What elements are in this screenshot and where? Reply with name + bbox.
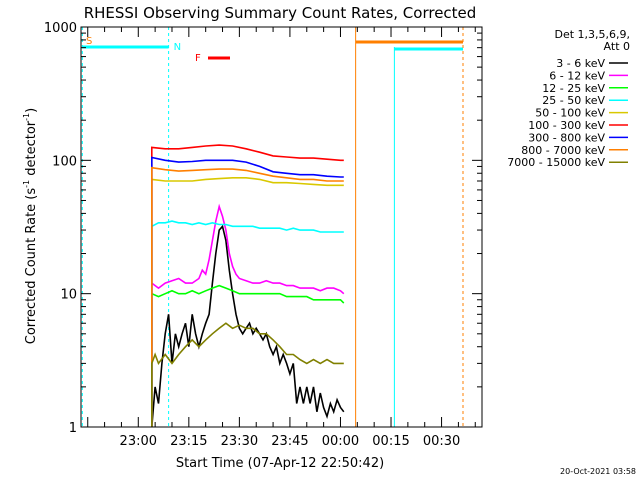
x-axis-label: Start Time (07-Apr-12 22:50:42) (176, 456, 384, 471)
y-tick-label: 10 (60, 288, 77, 303)
y-axis-label-sup1: -1 (22, 180, 31, 188)
legend-label: 800 - 7000 keV (521, 144, 605, 157)
s-marker-label: S (86, 36, 92, 47)
n-marker-label: N (174, 42, 181, 53)
x-tick-label: 00:15 (372, 434, 409, 449)
x-tick-label: 00:30 (423, 434, 460, 449)
y-tick-label: 1000 (44, 21, 77, 36)
series-line-0 (151, 224, 345, 428)
legend-label: 100 - 300 keV (528, 119, 605, 132)
series-line-3 (151, 220, 344, 427)
y-axis-label-end: ) (24, 108, 39, 113)
series-line-5 (151, 144, 344, 427)
y-tick-label: 1 (69, 421, 77, 436)
series-layer (151, 144, 345, 428)
series-line-6 (151, 156, 344, 427)
x-tick-label: 23:15 (170, 434, 207, 449)
chart-title: RHESSI Observing Summary Count Rates, Co… (84, 4, 477, 22)
legend-header-line: Att 0 (604, 40, 630, 53)
svg-text:Corrected Count Rate (s-1 dete: Corrected Count Rate (s-1 detector-1) (22, 108, 39, 344)
legend-label: 7000 - 15000 keV (507, 156, 605, 169)
footer-date: 20-Oct-2021 03:58 (560, 467, 636, 476)
series-line-2 (151, 284, 345, 427)
legend-label: 3 - 6 keV (556, 57, 605, 70)
legend-label: 12 - 25 keV (542, 82, 605, 95)
x-tick-label: 23:30 (221, 434, 258, 449)
y-axis-label-main: Corrected Count Rate (s (24, 188, 39, 345)
legend-label: 300 - 800 keV (528, 131, 605, 144)
series-line-4 (151, 177, 344, 427)
plot-frame (80, 26, 483, 428)
series-line-7 (151, 166, 344, 427)
x-tick-label: 23:00 (120, 434, 157, 449)
legend-label: 6 - 12 keV (549, 69, 605, 82)
series-line-1 (151, 203, 345, 427)
y-tick-label: 100 (52, 154, 77, 169)
legend-header-line: Det 1,3,5,6,9, (554, 28, 630, 41)
legend-label: 50 - 100 keV (535, 107, 605, 120)
x-tick-label: 00:00 (322, 434, 359, 449)
y-axis-label-sup2: -1 (22, 113, 31, 121)
flare-marker-label: F (195, 53, 201, 64)
y-axis-label: Corrected Count Rate (s-1 detector-1) (22, 108, 39, 344)
series-line-8 (151, 322, 344, 427)
y-axis-label-mid: detector (24, 120, 39, 180)
legend-label: 25 - 50 keV (542, 94, 605, 107)
x-tick-label: 23:45 (271, 434, 308, 449)
